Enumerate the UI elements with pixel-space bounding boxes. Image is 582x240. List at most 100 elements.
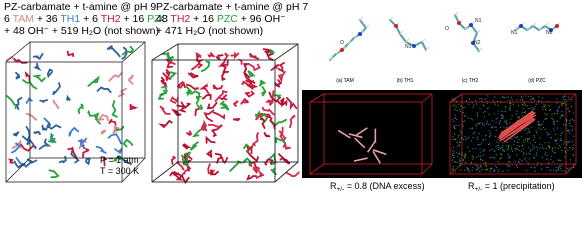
ion	[484, 150, 486, 152]
box-edge	[151, 161, 179, 183]
ion	[481, 100, 483, 102]
ion	[464, 161, 466, 164]
ion	[519, 145, 521, 148]
ion	[521, 150, 523, 153]
molecule	[207, 51, 216, 58]
ion	[519, 159, 521, 161]
ion	[532, 147, 534, 149]
dna	[503, 112, 536, 136]
molecule	[24, 71, 31, 82]
ion	[566, 129, 568, 131]
condition: P = 1 atm	[100, 155, 139, 165]
ion	[505, 105, 507, 107]
ion	[508, 157, 510, 159]
molecule	[215, 54, 224, 61]
ion	[509, 102, 511, 104]
ion	[494, 96, 496, 98]
ion	[491, 167, 493, 169]
ion	[509, 109, 511, 111]
molecule	[162, 52, 174, 61]
ion	[487, 95, 489, 97]
ion	[537, 162, 539, 164]
ion	[566, 168, 569, 170]
ion	[510, 118, 512, 120]
panel-title: PZ-carbamate + t-amine @ pH 9	[4, 1, 156, 13]
ion	[454, 133, 456, 135]
molecule	[252, 166, 261, 174]
molecule	[170, 108, 182, 116]
ion	[513, 136, 515, 138]
atom-label: N1	[475, 18, 482, 24]
ion	[509, 104, 511, 106]
ion	[488, 130, 490, 132]
ion	[508, 144, 510, 146]
ion	[501, 110, 503, 113]
ion	[538, 96, 540, 98]
molecule	[179, 172, 190, 185]
ion	[561, 105, 563, 107]
molecule	[108, 72, 123, 82]
molecule	[52, 82, 61, 96]
ion	[495, 135, 497, 137]
molecule	[255, 169, 265, 179]
ion	[561, 103, 563, 105]
molecule	[38, 138, 52, 150]
ion	[548, 109, 551, 112]
ion	[546, 166, 548, 168]
ion	[451, 168, 453, 171]
box-edge	[177, 43, 299, 163]
ion	[488, 107, 490, 109]
hydrogen	[476, 29, 481, 34]
ion	[538, 124, 540, 126]
molecule	[6, 95, 18, 110]
ion	[521, 115, 523, 117]
hydrogen	[478, 47, 483, 52]
ion	[535, 105, 537, 107]
molecule	[260, 86, 267, 97]
ion	[523, 102, 526, 104]
ion	[497, 139, 499, 141]
ion	[494, 104, 496, 106]
molecule	[243, 72, 256, 84]
text: + 16	[121, 13, 148, 25]
hydrogen	[538, 26, 543, 31]
molecule	[259, 117, 266, 129]
molecule	[206, 101, 218, 110]
ion	[507, 141, 509, 143]
molecule	[173, 170, 181, 176]
ion	[454, 99, 456, 101]
box-edge	[461, 93, 577, 165]
ion	[568, 132, 571, 134]
ion	[483, 148, 485, 150]
ion	[568, 167, 571, 169]
box-edge	[5, 157, 31, 183]
ion	[555, 170, 557, 172]
box-edge	[309, 93, 325, 103]
ion	[536, 132, 538, 134]
ion	[528, 158, 530, 160]
atom	[340, 48, 344, 52]
molecule	[39, 99, 49, 104]
ion	[499, 121, 501, 123]
ion	[509, 155, 511, 157]
molecule	[211, 128, 219, 137]
ion	[501, 114, 503, 117]
ion	[509, 122, 511, 124]
molecule	[185, 130, 193, 137]
ion	[568, 122, 571, 124]
ion	[475, 123, 477, 125]
molecule	[184, 152, 192, 167]
ion	[481, 169, 483, 171]
text: + 96 OH⁻	[238, 13, 286, 25]
ion	[538, 127, 540, 129]
ion	[477, 167, 479, 169]
ion	[497, 160, 499, 163]
box-edge	[309, 101, 423, 175]
ion	[517, 145, 519, 147]
ion	[544, 112, 546, 115]
ion	[467, 117, 469, 119]
ion	[564, 170, 566, 173]
ion	[523, 139, 525, 141]
molecule	[230, 51, 240, 60]
ion	[491, 126, 493, 128]
